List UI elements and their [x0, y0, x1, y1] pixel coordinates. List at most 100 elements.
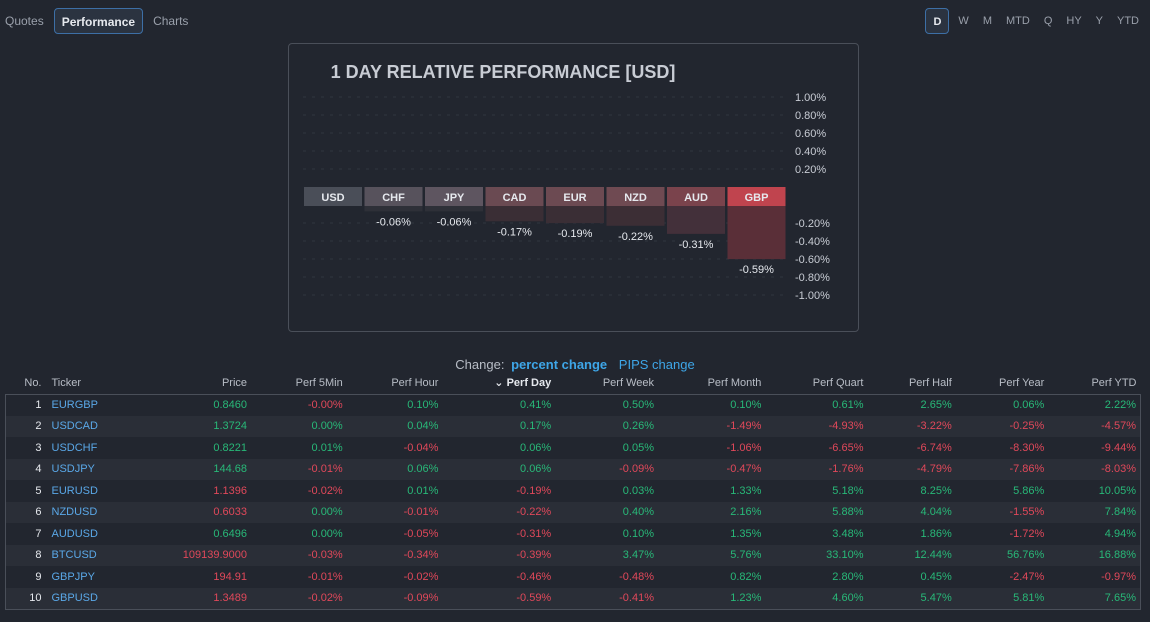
column-header-perf-week[interactable]: Perf Week: [602, 376, 654, 389]
column-header-perf-ytd[interactable]: Perf YTD: [1091, 376, 1137, 389]
tab-charts[interactable]: Charts: [153, 14, 189, 28]
table-row[interactable]: 10 GBPUSD 1.3489 -0.02% -0.09% -0.59% -0.41% 1.…: [5, 587, 1141, 609]
bar-jpy: [425, 206, 483, 212]
perf-cell: 7.65%: [1104, 592, 1136, 604]
change-label: Change:: [455, 357, 505, 372]
price-cell: 109139.9000: [182, 549, 248, 562]
y-tick-label: 0.40%: [795, 146, 826, 158]
row-number: 8: [35, 549, 42, 562]
perf-cell: 0.50%: [622, 399, 654, 411]
performance-chart-svg: 1 DAY RELATIVE PERFORMANCE [USD] 1.00% 0.8…: [303, 62, 830, 302]
bar-gbp: [727, 206, 786, 260]
column-header-price[interactable]: Price: [221, 376, 248, 389]
perf-cell: -0.47%: [726, 463, 762, 476]
table-row[interactable]: 6 NZDUSD 0.6033 0.00% -0.01% -0.22% 0.40% 2.16%…: [5, 501, 1141, 523]
perf-cell: 5.18%: [832, 484, 864, 497]
table-row[interactable]: 5 EURUSD 1.1396 -0.02% 0.01% -0.19% 0.03% 1.33%…: [6, 480, 1141, 502]
perf-cell: 2.22%: [1104, 399, 1136, 411]
period-tab-y[interactable]: Y: [1095, 15, 1103, 27]
row-number: 9: [35, 570, 42, 583]
perf-cell: 1.86%: [920, 527, 952, 540]
perf-cell: -0.34%: [403, 549, 439, 562]
column-header-no[interactable]: No.: [24, 376, 42, 389]
y-tick-label: -0.60%: [795, 254, 830, 266]
perf-cell: -0.22%: [516, 506, 552, 519]
perf-cell: 0.01%: [311, 441, 343, 454]
perf-cell: 5.86%: [1013, 484, 1045, 497]
perf-cell: -1.55%: [1009, 506, 1045, 519]
perf-cell: 0.06%: [520, 463, 552, 476]
row-number: 4: [35, 463, 42, 476]
column-header-perf-half[interactable]: Perf Half: [908, 376, 952, 389]
perf-cell: 3.47%: [622, 549, 654, 562]
row-number: 3: [35, 441, 42, 454]
period-tab-w[interactable]: W: [958, 15, 969, 27]
perf-cell: -0.31%: [516, 527, 552, 540]
table-row[interactable]: 1 EURGBP 0.8460 -0.00% 0.10% 0.41% 0.50% 0.10% 0…: [6, 394, 1141, 416]
perf-cell: -0.19%: [516, 484, 552, 497]
perf-cell: -3.22%: [916, 420, 952, 433]
period-tab-mtd[interactable]: MTD: [1005, 15, 1030, 27]
period-tab-q[interactable]: Q: [1043, 15, 1053, 27]
table-row[interactable]: 4 USDJPY 144.68 -0.01% 0.06% 0.06% -0.09% -0.47…: [5, 458, 1141, 480]
column-header-perf-day[interactable]: ⌄ Perf Day: [442, 372, 555, 394]
ticker-link[interactable]: AUDUSD: [51, 527, 98, 540]
ticker-link[interactable]: BTCUSD: [51, 549, 97, 562]
perf-cell: 0.06%: [1013, 399, 1045, 411]
price-cell: 144.68: [213, 463, 248, 476]
ticker-link[interactable]: NZDUSD: [51, 506, 98, 519]
period-tab-ytd[interactable]: YTD: [1117, 15, 1139, 27]
percent-change-link[interactable]: percent change: [511, 357, 608, 372]
category-box-nzd: [606, 187, 665, 206]
column-header-perf-5min[interactable]: Perf 5Min: [295, 376, 343, 389]
bar-cad: [485, 206, 544, 222]
category-box-eur: [546, 187, 604, 206]
perf-cell: 12.44%: [914, 549, 952, 562]
perf-cell: -0.39%: [516, 549, 552, 562]
table-row[interactable]: 8 BTCUSD 109139.9000 -0.03% -0.34% -0.39% 3.47…: [5, 544, 1141, 566]
table-row[interactable]: 7 AUDUSD 0.6496 0.00% -0.05% -0.31% 0.10% 1.35%…: [6, 523, 1141, 545]
table-row[interactable]: 3 USDCHF 0.8221 0.01% -0.04% 0.06% 0.05% -1.06%…: [6, 437, 1141, 459]
perf-cell: 0.10%: [622, 527, 654, 540]
ticker-link[interactable]: USDJPY: [51, 463, 95, 476]
period-tab-m[interactable]: M: [982, 15, 992, 27]
perf-cell: 16.88%: [1098, 549, 1136, 562]
table-row[interactable]: 9 GBPJPY 194.91 -0.01% -0.02% -0.46% -0.48% 0.8…: [6, 566, 1141, 588]
ticker-link[interactable]: USDCAD: [51, 420, 98, 433]
data-label: -0.19%: [558, 228, 593, 240]
row-number: 10: [29, 592, 42, 604]
period-tab-hy[interactable]: HY: [1066, 15, 1082, 27]
perf-cell: -9.44%: [1101, 441, 1136, 454]
period-tab-d[interactable]: D: [925, 8, 950, 34]
ticker-link[interactable]: EURGBP: [51, 399, 98, 411]
perf-cell: -0.03%: [307, 549, 343, 562]
perf-cell: 2.65%: [920, 399, 952, 411]
category-label: JPY: [444, 192, 465, 204]
perf-cell: -0.25%: [1009, 420, 1045, 433]
perf-cell: -0.02%: [307, 484, 343, 497]
chart-title: 1 DAY RELATIVE PERFORMANCE [USD]: [331, 62, 676, 82]
y-tick-label: -0.80%: [795, 272, 830, 284]
perf-cell: 0.06%: [520, 441, 552, 454]
category-label: NZD: [624, 192, 647, 204]
perf-cell: -7.86%: [1009, 463, 1045, 476]
ticker-link[interactable]: GBPUSD: [51, 592, 98, 604]
pips-change-link[interactable]: PIPS change: [618, 357, 695, 372]
perf-cell: 0.05%: [622, 441, 654, 454]
column-header-perf-hour[interactable]: Perf Hour: [391, 376, 439, 389]
perf-cell: 0.03%: [622, 484, 654, 497]
table-row[interactable]: 2 USDCAD 1.3724 0.00% 0.04% 0.17% 0.26% -1.49% -…: [5, 415, 1141, 437]
ticker-link[interactable]: USDCHF: [51, 441, 98, 454]
column-header-ticker[interactable]: Ticker: [51, 376, 82, 389]
column-header-perf-month[interactable]: Perf Month: [707, 376, 762, 389]
tab-performance[interactable]: Performance: [53, 8, 144, 34]
price-cell: 0.6033: [213, 506, 248, 519]
column-header-perf-quart[interactable]: Perf Quart: [812, 376, 864, 389]
perf-cell: 0.17%: [520, 420, 552, 433]
ticker-link[interactable]: EURUSD: [51, 484, 98, 497]
perf-cell: -0.04%: [403, 441, 439, 454]
perf-cell: -8.30%: [1009, 441, 1045, 454]
tab-quotes[interactable]: Quotes: [5, 14, 44, 28]
ticker-link[interactable]: GBPJPY: [51, 570, 95, 583]
column-header-perf-year[interactable]: Perf Year: [999, 376, 1045, 389]
